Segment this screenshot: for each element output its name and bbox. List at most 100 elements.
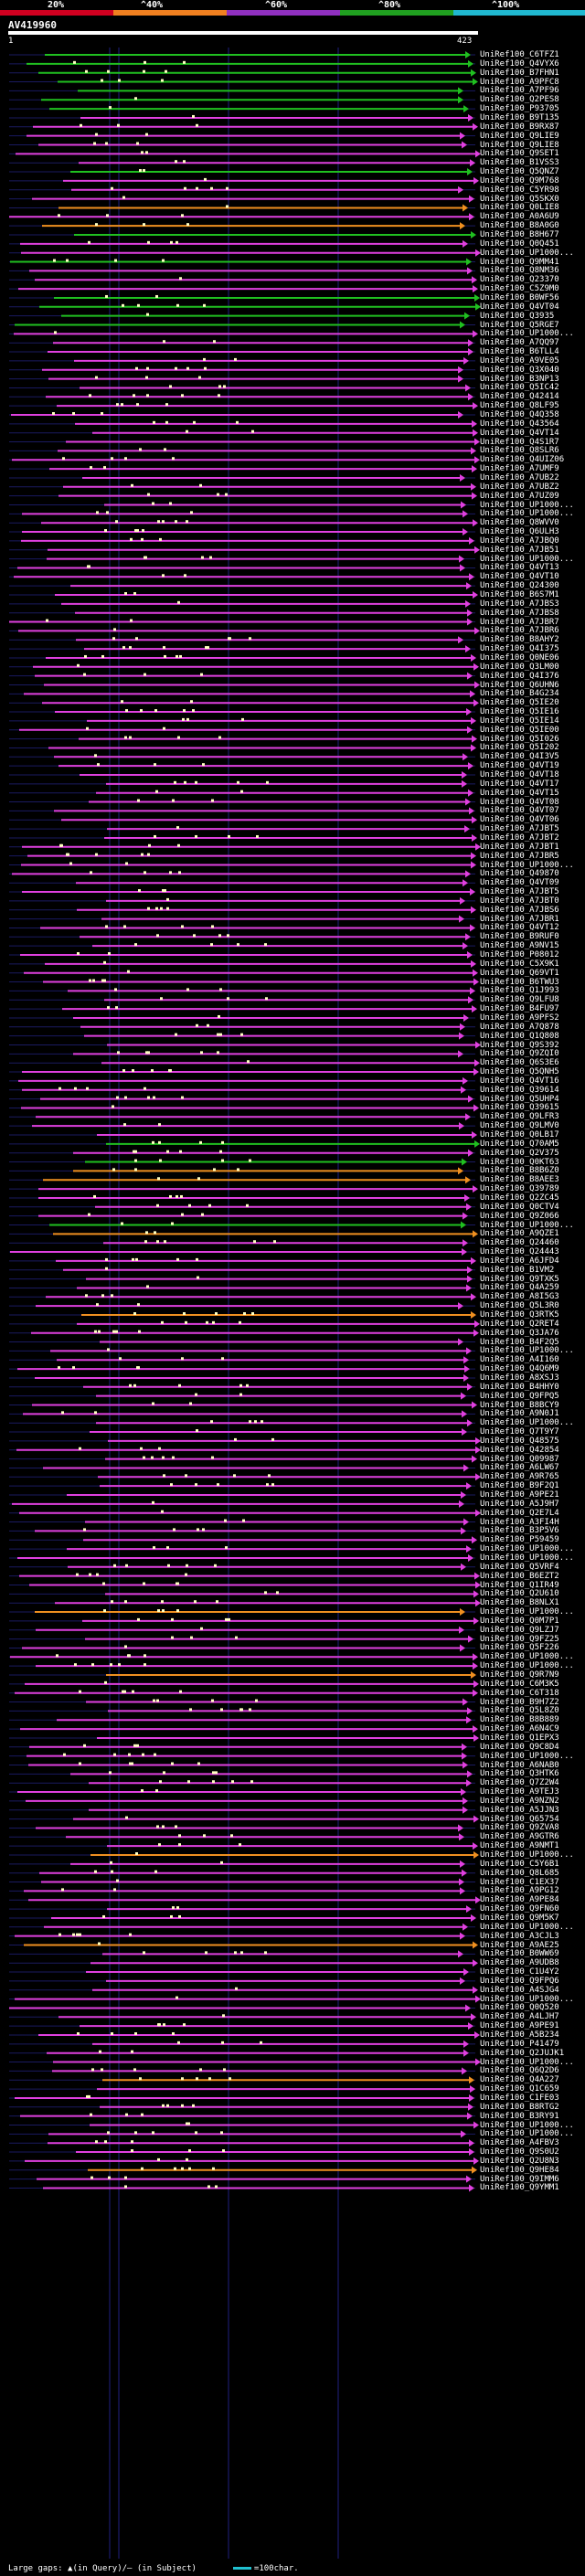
hit-link[interactable]: UniRef100_Q5SKX0 (480, 194, 559, 204)
hit-link[interactable]: UniRef100_A7JBR7 (480, 617, 559, 627)
hit-link[interactable]: UniRef100_Q9Z066 (480, 1211, 559, 1221)
hit-link[interactable]: UniRef100_B0WW69 (480, 1949, 559, 1959)
hit-link[interactable]: UniRef100_A8I5G3 (480, 1292, 559, 1302)
hit-link[interactable]: UniRef100_Q70AM5 (480, 1139, 559, 1149)
hit-link[interactable]: UniRef100_Q24460 (480, 1238, 559, 1248)
hit-link[interactable]: UniRef100_B8B889 (480, 1715, 559, 1725)
hit-link[interactable]: UniRef100_UP1000... (480, 554, 574, 564)
hit-link[interactable]: UniRef100_Q5L8Z0 (480, 1706, 559, 1716)
hit-link[interactable]: UniRef100_Q39615 (480, 1103, 559, 1113)
hit-link[interactable]: UniRef100_A4LJH7 (480, 2012, 559, 2022)
hit-link[interactable]: UniRef100_Q42854 (480, 1445, 559, 1455)
hit-link[interactable]: UniRef100_B8AHY2 (480, 635, 559, 645)
hit-link[interactable]: UniRef100_Q9FN60 (480, 1904, 559, 1914)
hit-link[interactable]: UniRef100_UP1000... (480, 2120, 574, 2130)
hit-link[interactable]: UniRef100_B3P5V6 (480, 1526, 559, 1536)
hit-link[interactable]: UniRef100_Q9ZQI0 (480, 1049, 559, 1059)
hit-link[interactable]: UniRef100_Q9C8D4 (480, 1742, 559, 1752)
hit-link[interactable]: UniRef100_A7JBQ0 (480, 535, 559, 546)
hit-link[interactable]: UniRef100_Q2V375 (480, 1148, 559, 1158)
hit-link[interactable]: UniRef100_Q6ULH3 (480, 527, 559, 537)
hit-link[interactable]: UniRef100_Q4S1R7 (480, 437, 559, 447)
hit-link[interactable]: UniRef100_A9GTR6 (480, 1832, 559, 1842)
hit-link[interactable]: UniRef100_Q9S392 (480, 1040, 559, 1050)
hit-link[interactable]: UniRef100_UP1000... (480, 1652, 574, 1662)
hit-link[interactable]: UniRef100_C6TFZ1 (480, 50, 559, 59)
hit-link[interactable]: UniRef100_Q2U610 (480, 1589, 559, 1599)
hit-link[interactable]: UniRef100_A7UMF9 (480, 464, 559, 474)
hit-link[interactable]: UniRef100_B1VM2 (480, 1265, 555, 1275)
hit-link[interactable]: UniRef100_A6LW67 (480, 1463, 559, 1473)
hit-link[interactable]: UniRef100_A9PFC8 (480, 77, 559, 87)
hit-link[interactable]: UniRef100_B8RTG2 (480, 2102, 559, 2112)
hit-link[interactable]: UniRef100_Q23370 (480, 275, 559, 285)
hit-link[interactable]: UniRef100_C1FE03 (480, 2093, 559, 2103)
hit-link[interactable]: UniRef100_UP1000... (480, 1220, 574, 1230)
hit-link[interactable]: UniRef100_B4FU97 (480, 1004, 559, 1014)
hit-link[interactable]: UniRef100_A7JBR6 (480, 626, 559, 636)
hit-link[interactable]: UniRef100_B4HHY0 (480, 1382, 559, 1392)
hit-link[interactable]: UniRef100_C5Y6B1 (480, 1859, 559, 1869)
hit-link[interactable]: UniRef100_A4SJG4 (480, 1985, 559, 1995)
hit-link[interactable]: UniRef100_Q3JA76 (480, 1328, 559, 1338)
hit-link[interactable]: UniRef100_Q9HE84 (480, 2165, 559, 2175)
hit-link[interactable]: UniRef100_Q39789 (480, 1184, 559, 1194)
hit-link[interactable]: UniRef100_Q8WVV0 (480, 518, 559, 528)
hit-link[interactable]: UniRef100_Q9ZVA8 (480, 1823, 559, 1833)
hit-link[interactable]: UniRef100_UP1000... (480, 1850, 574, 1860)
hit-link[interactable]: UniRef100_B0WF56 (480, 292, 559, 302)
hit-link[interactable]: UniRef100_Q4VT06 (480, 815, 559, 825)
hit-link[interactable]: UniRef100_A6NAB0 (480, 1760, 559, 1770)
hit-link[interactable]: UniRef100_A5J9H7 (480, 1499, 559, 1509)
hit-link[interactable]: UniRef100_Q0M7P1 (480, 1616, 559, 1626)
hit-link[interactable]: UniRef100_A7JBT0 (480, 896, 559, 906)
hit-link[interactable]: UniRef100_Q6S3E6 (480, 1058, 559, 1068)
hit-link[interactable]: UniRef100_Q7Z2W4 (480, 1778, 559, 1788)
hit-link[interactable]: UniRef100_C1U4Y2 (480, 1967, 559, 1977)
hit-link[interactable]: UniRef100_A9PE84 (480, 1895, 559, 1905)
hit-link[interactable]: UniRef100_A9NMT1 (480, 1841, 559, 1851)
hit-link[interactable]: UniRef100_UP1000... (480, 1607, 574, 1617)
hit-link[interactable]: UniRef100_Q4A259 (480, 1283, 559, 1293)
hit-link[interactable]: UniRef100_B3RY91 (480, 2111, 559, 2121)
hit-link[interactable]: UniRef100_Q9LFU8 (480, 995, 559, 1005)
hit-link[interactable]: UniRef100_B9H7Z2 (480, 1697, 559, 1707)
hit-link[interactable]: UniRef100_Q5VRF4 (480, 1562, 559, 1572)
hit-link[interactable]: UniRef100_Q9LFR3 (480, 1112, 559, 1122)
hit-link[interactable]: UniRef100_B9RX87 (480, 122, 559, 132)
hit-link[interactable]: UniRef100_UP1000... (480, 329, 574, 339)
hit-link[interactable]: UniRef100_Q5QNZ7 (480, 167, 559, 177)
hit-link[interactable]: UniRef100_Q1J993 (480, 986, 559, 996)
hit-link[interactable]: UniRef100_B9T135 (480, 112, 559, 122)
hit-link[interactable]: UniRef100_A7JBR1 (480, 914, 559, 924)
hit-link[interactable]: UniRef100_Q42414 (480, 392, 559, 402)
hit-link[interactable]: UniRef100_Q4VT09 (480, 878, 559, 888)
hit-link[interactable]: UniRef100_Q0KT63 (480, 1157, 559, 1167)
hit-link[interactable]: UniRef100_Q5I026 (480, 734, 559, 744)
hit-link[interactable]: UniRef100_Q8LF95 (480, 401, 559, 411)
hit-link[interactable]: UniRef100_UP1000... (480, 2129, 574, 2139)
hit-link[interactable]: UniRef100_B7FHN1 (480, 68, 559, 78)
hit-link[interactable]: UniRef100_Q4VT13 (480, 563, 559, 573)
hit-link[interactable]: UniRef100_B1VSS3 (480, 158, 559, 168)
hit-link[interactable]: UniRef100_Q3X040 (480, 365, 559, 375)
hit-link[interactable]: UniRef100_B6EZT2 (480, 1571, 559, 1581)
hit-link[interactable]: UniRef100_Q1C659 (480, 2084, 559, 2094)
hit-link[interactable]: UniRef100_Q2JUJK1 (480, 2048, 565, 2058)
hit-link[interactable]: UniRef100_B9RUF0 (480, 932, 559, 942)
hit-link[interactable]: UniRef100_A7JBT5 (480, 824, 559, 834)
hit-link[interactable]: UniRef100_A6N4C9 (480, 1724, 559, 1734)
hit-link[interactable]: UniRef100_B6TLL4 (480, 347, 559, 357)
hit-link[interactable]: UniRef100_Q4VT07 (480, 806, 559, 816)
hit-link[interactable]: UniRef100_Q9YMM1 (480, 2183, 559, 2193)
hit-link[interactable]: UniRef100_Q9SET1 (480, 149, 559, 159)
hit-link[interactable]: UniRef100_Q9MM41 (480, 257, 559, 267)
hit-link[interactable]: UniRef100_B8A0G0 (480, 221, 559, 231)
hit-link[interactable]: UniRef100_UP1000... (480, 1346, 574, 1356)
hit-link[interactable]: UniRef100_Q4A227 (480, 2075, 559, 2085)
hit-link[interactable]: UniRef100_Q3RTK5 (480, 1310, 559, 1320)
hit-link[interactable]: UniRef100_Q5IE16 (480, 707, 559, 717)
hit-link[interactable]: UniRef100_Q4Q6M9 (480, 1364, 559, 1374)
hit-link[interactable]: UniRef100_Q0LIE8 (480, 203, 559, 213)
hit-link[interactable]: UniRef100_B8NLX1 (480, 1598, 559, 1608)
